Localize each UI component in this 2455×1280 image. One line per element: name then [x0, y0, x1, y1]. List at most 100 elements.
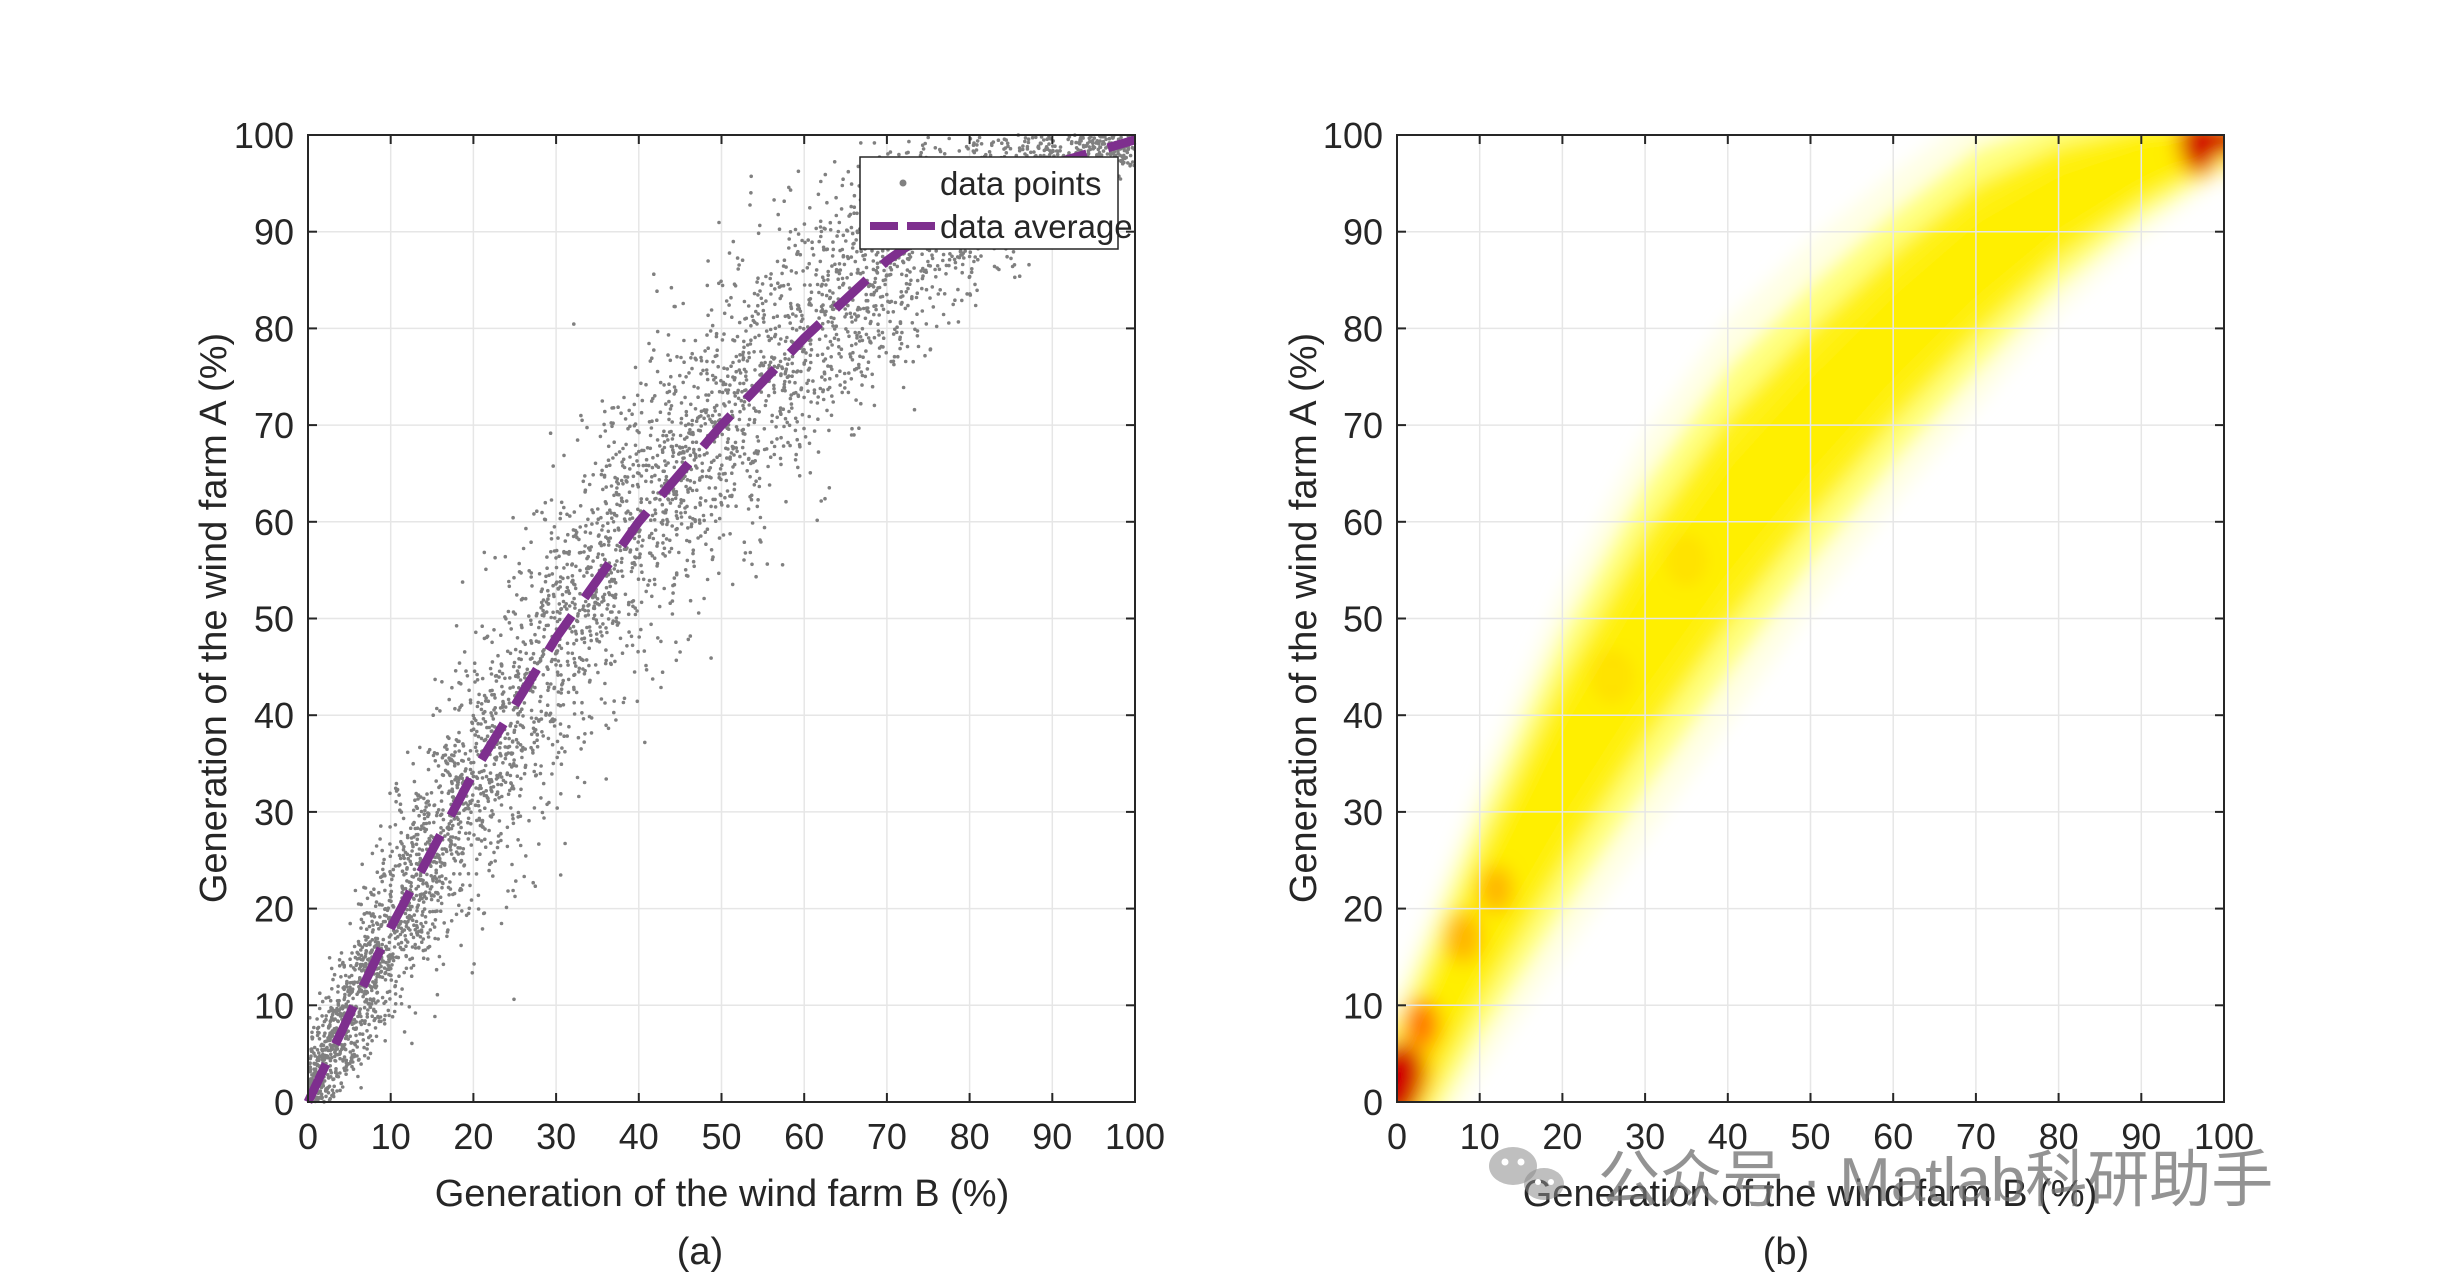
- data-point: [350, 951, 354, 955]
- data-point: [617, 610, 621, 614]
- data-point: [735, 428, 740, 432]
- data-point: [1118, 177, 1123, 181]
- data-point: [620, 574, 625, 579]
- data-point: [457, 830, 462, 835]
- data-point: [828, 295, 833, 300]
- data-point: [647, 578, 652, 583]
- data-point: [847, 334, 851, 339]
- data-point: [580, 418, 584, 423]
- data-point: [445, 747, 449, 751]
- data-point: [832, 160, 837, 164]
- data-point: [320, 1014, 324, 1018]
- data-point: [1069, 141, 1074, 146]
- data-point: [578, 504, 583, 508]
- data-point: [852, 205, 857, 209]
- data-point: [677, 452, 681, 456]
- data-point: [768, 276, 772, 281]
- data-point: [1012, 263, 1017, 267]
- data-point: [441, 773, 446, 778]
- data-point: [402, 970, 407, 975]
- data-point: [789, 393, 793, 397]
- data-point: [535, 744, 540, 749]
- data-point: [747, 355, 751, 360]
- data-point: [476, 893, 481, 898]
- data-point: [765, 562, 770, 566]
- data-point: [787, 423, 792, 428]
- data-point: [572, 641, 576, 646]
- data-point: [608, 463, 612, 468]
- data-point: [667, 411, 671, 416]
- data-point: [872, 290, 877, 295]
- data-point: [661, 510, 665, 514]
- data-point: [853, 330, 857, 335]
- data-point: [426, 750, 431, 754]
- data-point: [720, 338, 725, 342]
- data-point: [953, 260, 958, 265]
- data-point: [836, 277, 840, 282]
- data-point: [455, 776, 459, 781]
- data-point: [713, 505, 718, 509]
- data-point: [783, 356, 787, 361]
- data-point: [735, 449, 739, 454]
- data-point: [556, 659, 561, 663]
- data-point: [343, 1004, 347, 1009]
- data-point: [561, 599, 566, 604]
- data-point: [744, 316, 749, 321]
- y-tick-label: 60: [254, 502, 294, 543]
- data-point: [975, 139, 980, 143]
- data-point: [539, 589, 544, 594]
- data-point: [506, 889, 510, 893]
- data-point: [911, 359, 915, 364]
- data-point: [562, 566, 566, 570]
- data-point: [448, 773, 452, 778]
- data-point: [749, 174, 753, 179]
- data-point: [888, 265, 893, 270]
- data-point: [473, 745, 478, 750]
- data-point: [496, 782, 500, 787]
- data-point: [840, 276, 845, 281]
- data-point: [672, 582, 677, 587]
- data-point: [353, 955, 358, 960]
- data-point: [434, 779, 439, 783]
- data-point: [419, 878, 424, 882]
- data-point: [707, 475, 712, 479]
- data-point: [631, 474, 636, 479]
- data-point: [866, 336, 871, 340]
- data-point: [434, 967, 439, 972]
- data-point: [1058, 149, 1062, 153]
- data-point: [683, 444, 688, 449]
- data-point: [471, 713, 476, 718]
- data-point: [483, 827, 487, 831]
- data-point: [334, 1067, 338, 1071]
- data-point: [827, 428, 831, 433]
- data-point: [592, 613, 597, 618]
- data-point: [786, 282, 791, 287]
- data-point: [523, 763, 528, 768]
- data-point: [362, 912, 367, 916]
- data-point: [797, 474, 802, 478]
- data-point: [638, 552, 642, 556]
- data-point: [422, 892, 426, 896]
- data-point: [640, 544, 644, 548]
- data-point: [568, 514, 572, 518]
- data-point: [514, 673, 518, 678]
- data-point: [435, 992, 440, 997]
- data-point: [731, 239, 736, 244]
- data-point: [596, 534, 601, 538]
- data-point: [499, 921, 504, 926]
- data-point: [396, 863, 401, 868]
- data-point: [489, 711, 493, 715]
- data-point: [558, 511, 563, 516]
- data-point: [649, 622, 653, 627]
- data-point: [793, 243, 797, 248]
- data-point: [820, 375, 824, 379]
- data-point: [750, 562, 754, 567]
- data-point: [701, 368, 705, 373]
- data-point: [679, 501, 683, 505]
- data-point: [555, 739, 560, 744]
- data-point: [655, 418, 659, 423]
- data-point: [393, 992, 398, 996]
- data-point: [479, 823, 484, 828]
- data-point: [352, 1052, 357, 1057]
- data-point: [518, 743, 523, 747]
